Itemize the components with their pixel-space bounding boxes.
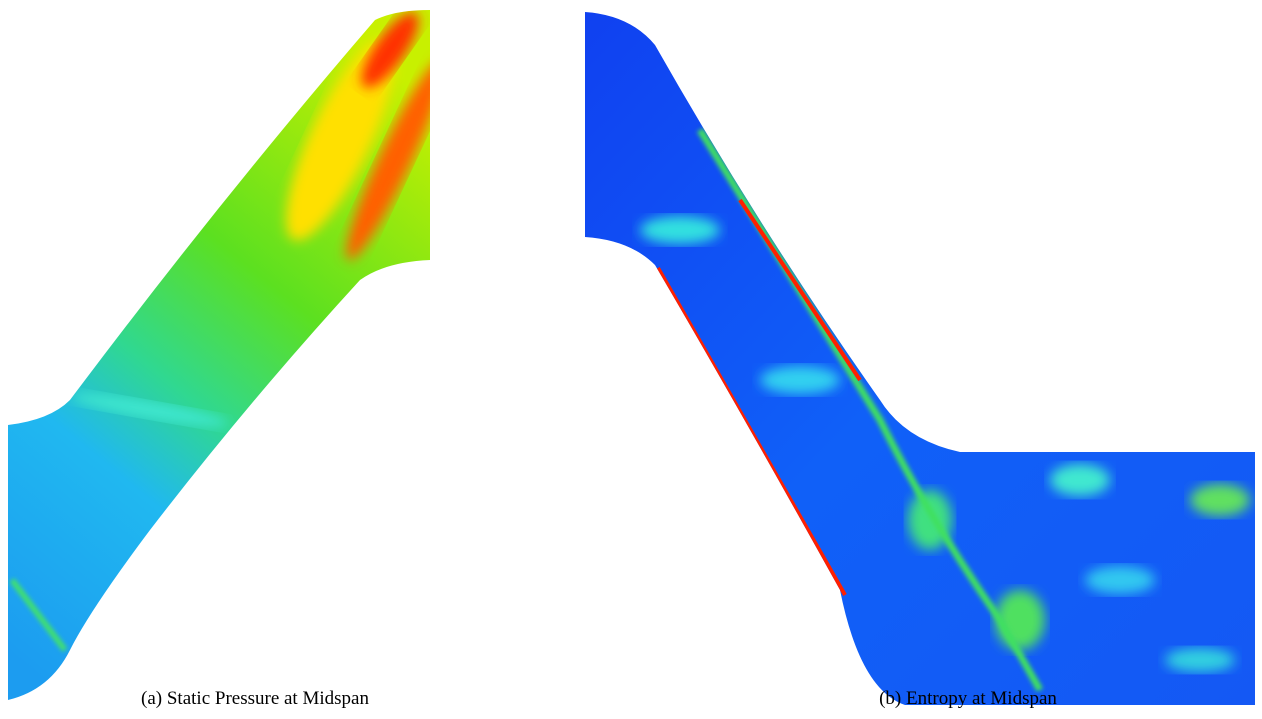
caption: (b) Entropy at Midspan [879, 688, 1057, 709]
figure: (a) Static Pressure at Midspan (b) Entro… [0, 0, 1262, 719]
caption: (a) Static Pressure at Midspan [141, 688, 369, 709]
entropy-contour [580, 0, 1260, 719]
pressure-contour [0, 0, 456, 719]
